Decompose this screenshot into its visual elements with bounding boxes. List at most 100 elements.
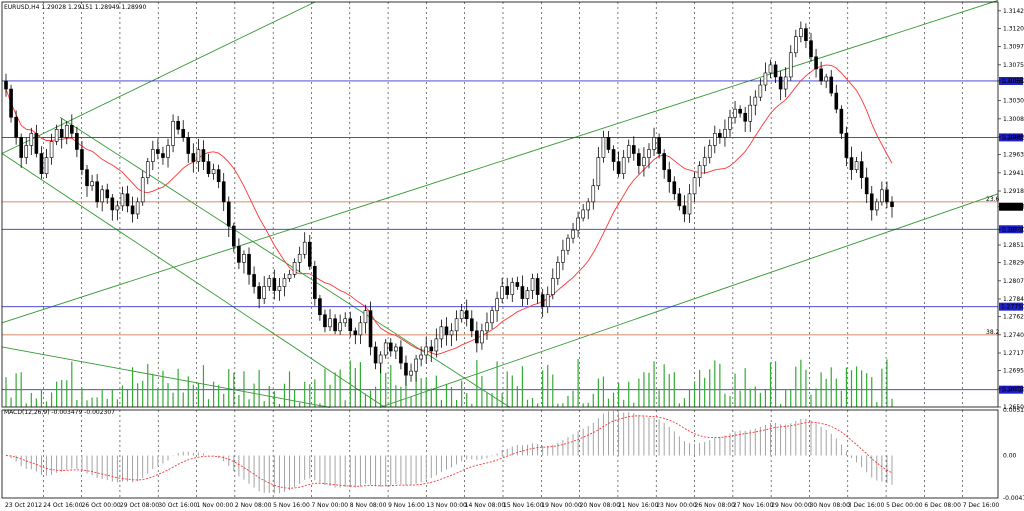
fib-label: 38.2 — [986, 329, 1000, 336]
candle-body — [712, 133, 717, 146]
candle-body — [753, 96, 758, 106]
y-tick-label: 1.30750 — [1003, 62, 1024, 69]
candle-body — [277, 286, 282, 291]
candle-body — [586, 201, 591, 211]
candle-body — [748, 104, 753, 122]
x-tick-label: 20 Nov 08:00 — [580, 502, 621, 509]
candle-body — [556, 262, 560, 279]
level-label: 1.26720 — [1001, 387, 1024, 394]
y-tick-label: 1.26730 — [1003, 386, 1024, 393]
y-tick-label: 1.27845 — [1003, 296, 1024, 303]
candle-body — [166, 145, 170, 158]
candle-body — [469, 318, 474, 332]
candle-body — [292, 262, 297, 275]
candle-body — [799, 28, 803, 37]
candle-body — [24, 145, 29, 158]
candle-body — [591, 185, 596, 203]
candle-body — [743, 112, 747, 122]
candle-body — [216, 169, 221, 183]
candle-body — [399, 346, 403, 364]
candle-body — [105, 189, 110, 199]
candle-body — [368, 310, 373, 348]
candle-body — [849, 157, 854, 170]
candle-body — [130, 205, 135, 215]
y-tick-label: 1.31420 — [1003, 8, 1024, 15]
candle-body — [404, 362, 408, 376]
candle-body — [44, 157, 49, 174]
candle-body — [854, 161, 859, 170]
chart-title: EURUSD,H4 1.29028 1.29151 1.28949 1.2899… — [4, 4, 146, 11]
trend-line — [1, 1, 316, 154]
candle-body — [758, 84, 763, 98]
candle-body — [373, 346, 378, 364]
candle-body — [702, 157, 707, 166]
y-tick-label: 1.30305 — [1003, 98, 1024, 105]
candle-body — [505, 286, 510, 295]
candle-body — [611, 149, 616, 162]
x-tick-label: 30 Oct 16:00 — [158, 502, 197, 509]
candle-body — [323, 314, 327, 328]
candle-body — [495, 298, 499, 311]
candle-body — [221, 181, 226, 203]
main-frame — [1, 1, 999, 408]
candle-body — [864, 177, 869, 195]
trend-line — [1, 153, 386, 408]
candle-body — [869, 193, 874, 211]
candle-body — [383, 342, 388, 356]
x-tick-label: 5 Dec 00:00 — [886, 502, 923, 509]
candle-body — [535, 278, 540, 295]
candle-body — [176, 120, 180, 130]
x-tick-label: 14 Nov 08:00 — [465, 502, 506, 509]
candle-body — [444, 326, 449, 336]
candle-body — [434, 338, 439, 352]
candle-body — [110, 197, 115, 211]
candle-body — [80, 149, 84, 170]
trend-line — [1, 0, 999, 324]
candle-body — [242, 253, 246, 263]
current-price-box — [999, 202, 1023, 211]
x-tick-label: 21 Nov 16:00 — [618, 502, 659, 509]
candle-body — [459, 310, 464, 320]
x-tick-label: 26 Nov 08:00 — [695, 502, 736, 509]
y-tick-label: 1.29185 — [1003, 188, 1024, 195]
candle-body — [338, 322, 342, 332]
candle-body — [343, 318, 348, 324]
candle-body — [34, 133, 39, 154]
candle-body — [171, 120, 175, 146]
candle-body — [728, 116, 732, 130]
candle-body — [201, 149, 206, 162]
candle-body — [540, 294, 545, 307]
candle-body — [667, 169, 672, 183]
macd-panel: 0.005110 0.00 -0.004767 — [5, 407, 1024, 502]
candle-body — [414, 358, 418, 372]
candle-body — [262, 286, 267, 299]
x-tick-label: 2 Nov 08:00 — [235, 502, 272, 509]
candle-body — [64, 125, 69, 138]
candle-body — [257, 286, 261, 299]
candle-body — [161, 153, 165, 158]
candle-body — [115, 205, 120, 211]
moving-average — [5, 64, 893, 356]
candle-body — [596, 157, 601, 187]
y-tick-label: 1.28515 — [1003, 242, 1024, 249]
trend-line — [59, 116, 511, 408]
candle-body — [637, 153, 641, 166]
candle-body — [631, 145, 636, 154]
level-label-box — [999, 225, 1023, 234]
candle-body — [29, 133, 34, 146]
candle-body — [120, 193, 125, 207]
candle-body — [135, 201, 140, 215]
candle-body — [829, 76, 834, 94]
candle-body — [783, 76, 788, 90]
candle-body — [464, 310, 469, 320]
candle-body — [19, 137, 23, 158]
candle-body — [70, 125, 74, 134]
candle-body — [571, 229, 575, 239]
y-tick-label: 1.28070 — [1003, 278, 1024, 285]
candle-body — [733, 108, 737, 118]
candle-body — [626, 145, 631, 158]
volume-bars — [5, 359, 893, 407]
candle-body — [272, 278, 277, 291]
candle-body — [814, 56, 818, 70]
